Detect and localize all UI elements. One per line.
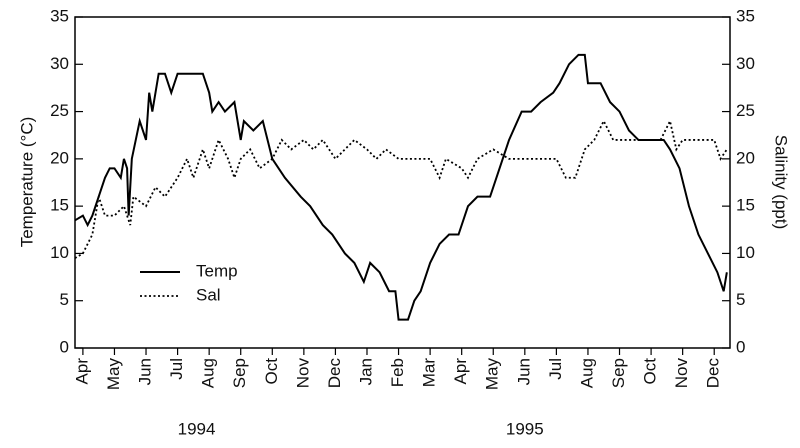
series-line <box>74 53 728 321</box>
y-tick-label: 20 <box>50 148 69 167</box>
x-tick-label: Apr <box>72 358 91 385</box>
x-tick-label: Apr <box>451 358 470 385</box>
x-tick-label: May <box>483 358 502 391</box>
x-tick-label: Jul <box>546 358 565 380</box>
x-tick-label: Jun <box>514 358 533 385</box>
y2-tick-label: 15 <box>736 196 755 215</box>
y-tick-label: 30 <box>50 54 69 73</box>
x-tick-label: Sep <box>609 358 628 388</box>
x-tick-label: Jul <box>167 358 186 380</box>
y2-tick-label: 5 <box>736 290 745 309</box>
year-label: 1994 <box>178 419 216 438</box>
legend-label: Temp <box>196 261 238 280</box>
x-tick-label: Nov <box>672 358 691 389</box>
y2-tick-label: 10 <box>736 243 755 262</box>
y-tick-label: 5 <box>60 290 69 309</box>
x-tick-label: Aug <box>577 358 596 388</box>
y2-tick-label: 20 <box>736 148 755 167</box>
x-tick-label: Mar <box>420 358 439 388</box>
y-tick-label: 0 <box>60 337 69 356</box>
legend-label: Sal <box>196 285 221 304</box>
y-axis-label: Temperature (°C) <box>17 117 36 248</box>
year-label: 1995 <box>506 419 544 438</box>
x-tick-label: Dec <box>704 358 723 389</box>
y2-tick-label: 0 <box>736 337 745 356</box>
y2-tick-label: 25 <box>736 101 755 120</box>
series-line <box>74 118 728 259</box>
y2-tick-label: 30 <box>736 54 755 73</box>
x-tick-label: Jan <box>356 358 375 385</box>
x-tick-label: May <box>104 358 123 391</box>
plot-frame <box>74 16 731 349</box>
x-tick-label: Oct <box>641 358 660 385</box>
y2-tick-label: 35 <box>736 6 755 25</box>
x-tick-label: Aug <box>199 358 218 388</box>
x-tick-label: Nov <box>293 358 312 389</box>
y-tick-label: 10 <box>50 243 69 262</box>
x-tick-label: Oct <box>262 358 281 385</box>
y-tick-label: 15 <box>50 196 69 215</box>
x-tick-label: Feb <box>388 358 407 387</box>
x-tick-label: Dec <box>325 358 344 389</box>
x-tick-label: Jun <box>136 358 155 385</box>
y-tick-label: 25 <box>50 101 69 120</box>
y-tick-label: 35 <box>50 6 69 25</box>
x-tick-label: Sep <box>230 358 249 388</box>
y2-axis-label: Salinity (ppt) <box>772 135 791 229</box>
